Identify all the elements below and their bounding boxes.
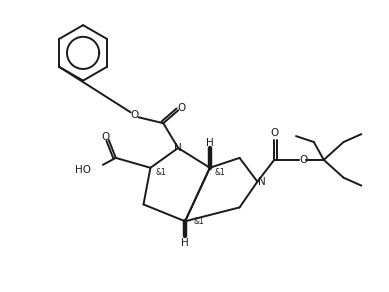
Text: &1: &1 [215, 168, 226, 177]
Text: &1: &1 [155, 168, 166, 177]
Text: O: O [270, 128, 279, 138]
Text: H: H [181, 238, 189, 248]
Text: HO: HO [75, 165, 91, 175]
Text: O: O [300, 155, 308, 165]
Text: N: N [258, 177, 266, 187]
Text: &1: &1 [193, 217, 204, 226]
Text: O: O [177, 103, 185, 113]
Text: O: O [130, 110, 139, 120]
Text: H: H [206, 138, 214, 148]
Text: O: O [102, 132, 110, 142]
Text: N: N [174, 143, 182, 153]
